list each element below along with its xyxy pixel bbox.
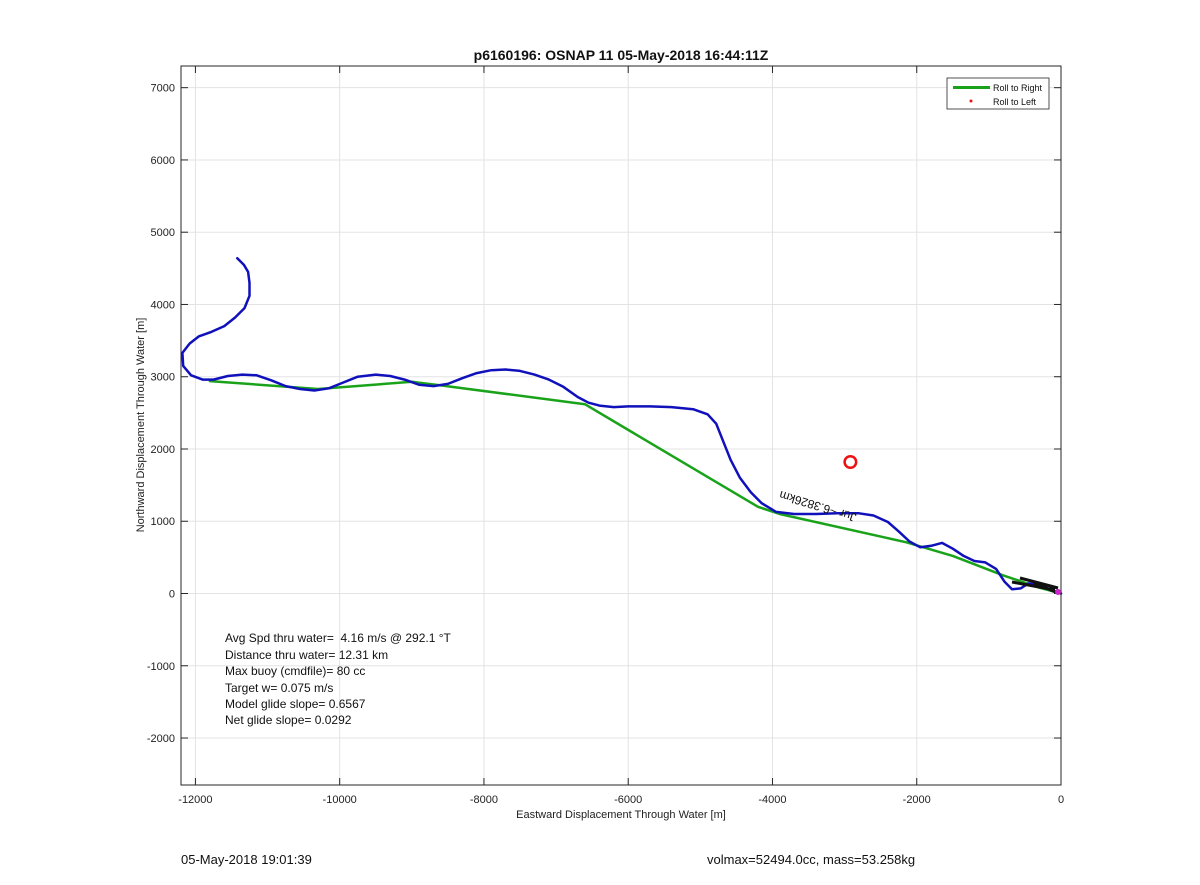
data-series	[181, 256, 1063, 595]
x-tick-label: -4000	[758, 794, 786, 806]
series-point-roll-to-left	[843, 454, 858, 470]
plot-area-border	[180, 65, 1062, 786]
x-tick-label: -2000	[903, 794, 931, 806]
stat-model-glide: Model glide slope= 0.6567	[225, 697, 366, 711]
chart-title: p6160196: OSNAP 11 05-May-2018 16:44:11Z	[474, 47, 769, 63]
y-tick-label: 0	[169, 589, 175, 601]
legend-label-roll-right: Roll to Right	[993, 83, 1043, 93]
grid	[181, 66, 1062, 785]
legend-box	[946, 77, 1050, 110]
x-tick-label: 0	[1058, 794, 1064, 806]
y-tick-label: 3000	[151, 372, 175, 384]
y-tick-label: 4000	[151, 299, 175, 311]
y-tick-label: 1000	[151, 516, 175, 528]
endpoint-clutter	[1011, 576, 1061, 595]
stats-block: Avg Spd thru water= 4.16 m/s @ 292.1 °T …	[225, 631, 452, 727]
x-tick-label: -8000	[470, 794, 498, 806]
x-tick-label: -10000	[323, 794, 357, 806]
series-line-roll-to-right	[208, 379, 1063, 595]
endpoint-marker	[1055, 589, 1061, 595]
legend-label-roll-left: Roll to Left	[993, 97, 1037, 107]
series-line-track	[181, 256, 1063, 595]
footer-volmax: volmax=52494.0cc, mass=53.258kg	[707, 852, 916, 867]
stat-distance: Distance thru water= 12.31 km	[225, 648, 388, 662]
x-tick-label: -6000	[614, 794, 642, 806]
stat-target-w: Target w= 0.075 m/s	[225, 681, 333, 695]
endpoint-label-scribble	[1011, 576, 1059, 594]
x-tick-label: -12000	[178, 794, 212, 806]
stat-avg-speed: Avg Spd thru water= 4.16 m/s @ 292.1 °T	[225, 631, 452, 645]
x-axis-label: Eastward Displacement Through Water [m]	[516, 809, 726, 821]
legend-marker-roll-left	[969, 99, 973, 103]
y-tick-label: 5000	[151, 227, 175, 239]
y-tick-label: 7000	[151, 83, 175, 95]
y-tick-label: 2000	[151, 444, 175, 456]
y-tick-label: -2000	[147, 733, 175, 745]
y-axis-label: Northward Displacement Through Water [m]	[135, 318, 147, 533]
y-tick-label: 6000	[151, 155, 175, 167]
stat-net-glide: Net glide slope= 0.0292	[225, 713, 352, 727]
footer-timestamp: 05-May-2018 19:01:39	[181, 852, 312, 867]
y-tick-label: -1000	[147, 661, 175, 673]
stat-max-buoy: Max buoy (cmdfile)= 80 cc	[225, 664, 365, 678]
axis-ticks: -12000 -10000 -8000 -6000 -4000 -2000 0-2000-1…	[147, 66, 1064, 806]
legend: Roll to Right Roll to Left	[946, 77, 1050, 110]
